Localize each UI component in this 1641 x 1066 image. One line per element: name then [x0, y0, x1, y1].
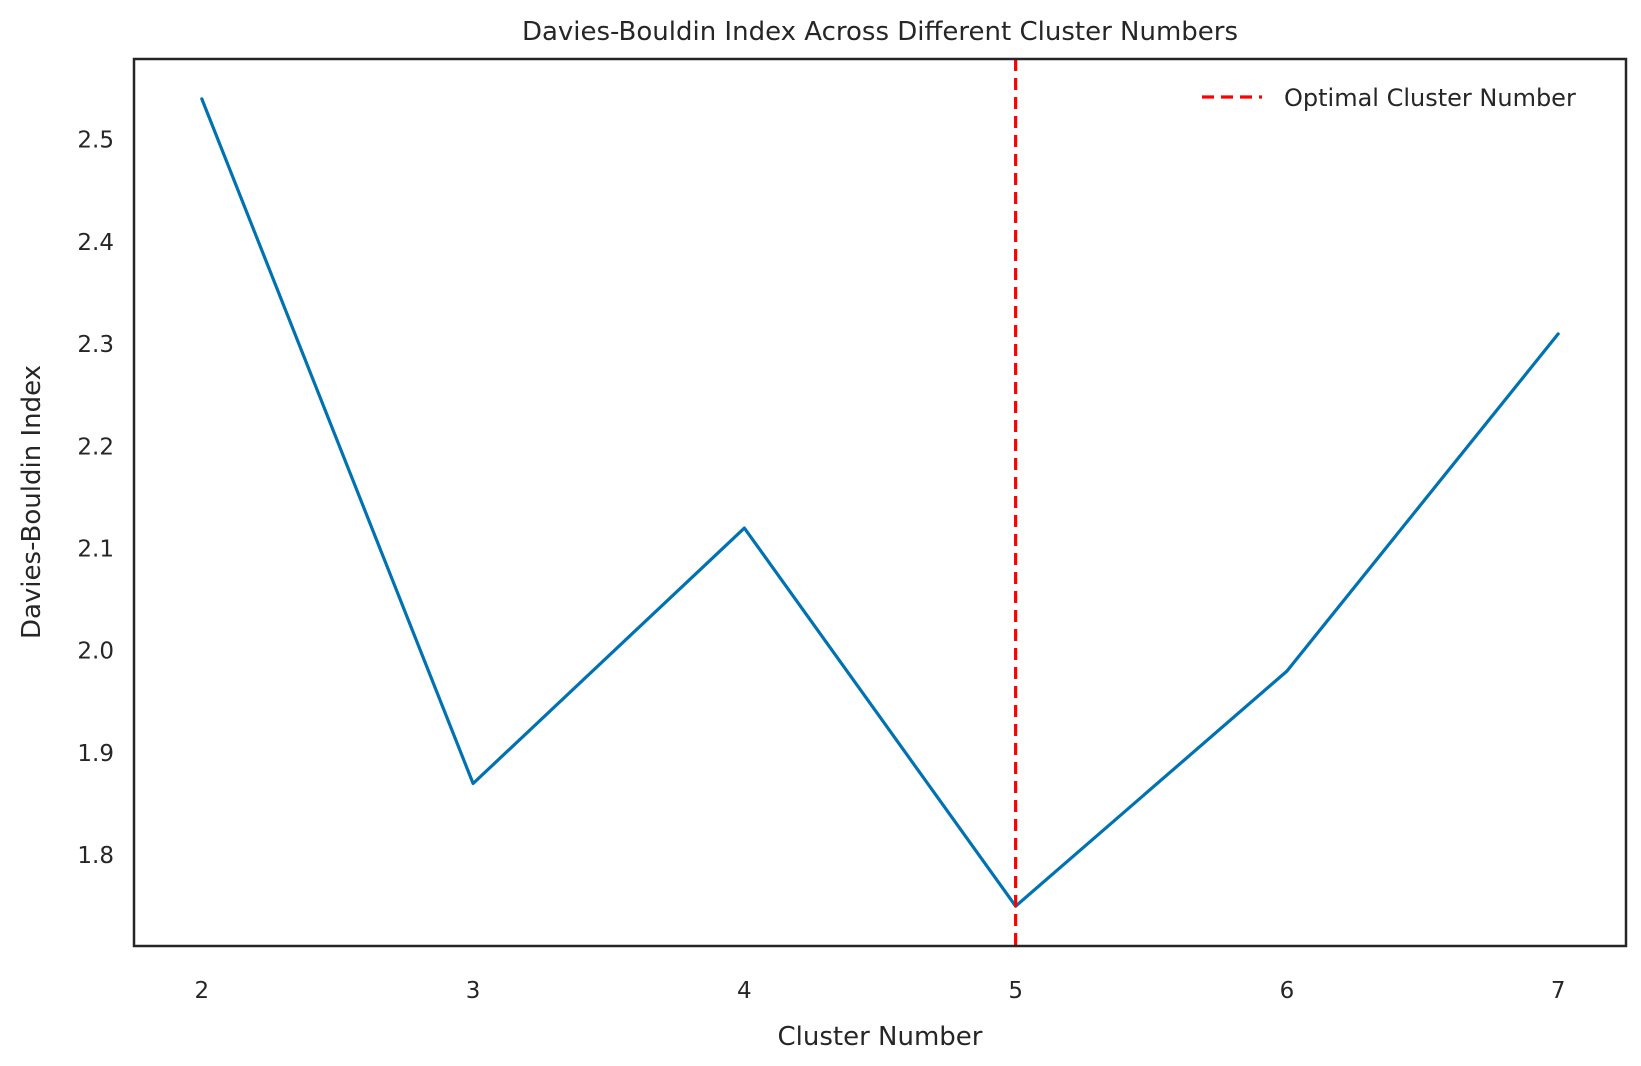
- x-axis-ticks: 2 3 4 5 6 7: [194, 978, 1565, 1004]
- y-tick-label: 1.8: [77, 843, 114, 869]
- y-tick-label: 2.1: [77, 536, 114, 562]
- x-tick-label: 3: [466, 978, 481, 1004]
- x-tick-label: 7: [1551, 978, 1566, 1004]
- x-axis-label: Cluster Number: [778, 1022, 983, 1052]
- legend-label-optimal-cluster: Optimal Cluster Number: [1284, 84, 1576, 112]
- y-tick-label: 2.4: [77, 230, 114, 256]
- plot-frame: [132, 57, 1628, 948]
- y-axis-label: Davies-Bouldin Index: [17, 365, 47, 639]
- y-tick-label: 2.5: [77, 128, 114, 154]
- y-tick-label: 1.9: [77, 741, 114, 767]
- plot-area: [200, 59, 1560, 946]
- x-tick-label: 5: [1008, 978, 1023, 1004]
- x-tick-label: 6: [1280, 978, 1295, 1004]
- chart-title: Davies-Bouldin Index Across Different Cl…: [522, 17, 1238, 47]
- y-axis-ticks: 1.8 1.9 2.0 2.1 2.2 2.3 2.4 2.5: [77, 128, 114, 869]
- y-tick-label: 2.0: [77, 639, 114, 665]
- y-tick-label: 2.3: [77, 332, 114, 358]
- series-line-0: [200, 97, 1560, 908]
- x-tick-label: 4: [737, 978, 752, 1004]
- legend: Optimal Cluster Number: [1202, 84, 1576, 112]
- y-tick-label: 2.2: [77, 434, 114, 460]
- x-tick-label: 2: [194, 978, 209, 1004]
